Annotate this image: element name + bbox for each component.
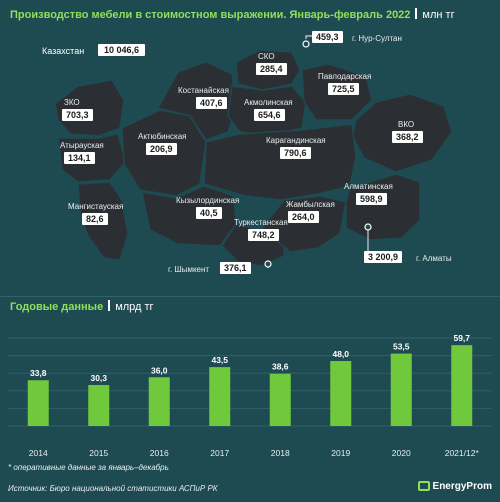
region-name-kyzylorda: Кызылординская [176, 196, 240, 205]
region-name-atyrau: Атырауская [60, 141, 104, 150]
x-tick-label: 2014 [29, 448, 48, 458]
region-value-akmola: 654,6 [254, 109, 285, 121]
annual-title-divider [108, 300, 111, 311]
bar-2016 [148, 377, 170, 426]
city-dots [264, 40, 372, 268]
bar-2021/12* [451, 345, 473, 426]
region-shape-karaganda [203, 123, 357, 201]
region-value-zko: 703,3 [62, 109, 93, 121]
city-name-shymkent: г. Шымкент [168, 265, 210, 274]
bar-value-label: 59,7 [453, 333, 470, 343]
region-value-pavlodar: 725,5 [328, 83, 359, 95]
title-text: Производство мебели в стоимостном выраже… [10, 9, 411, 21]
bar-value-label: 36,0 [151, 365, 168, 375]
chart-x-tick-labels: 2014 2015 2016 2017 2018 2019 2020 2021/12* [29, 448, 480, 458]
bar-2014 [27, 380, 49, 426]
region-name-aktobe: Актюбинская [138, 132, 187, 141]
region-value-kostanay: 407,6 [196, 97, 227, 109]
city-value-shymkent: 376,1 [220, 262, 251, 274]
title-divider [415, 8, 418, 19]
city-dot-nur-sultan [302, 40, 310, 48]
bar-value-label: 38,6 [272, 362, 289, 372]
x-tick-label: 2018 [271, 448, 290, 458]
region-value-kyzylorda: 40,5 [196, 207, 222, 219]
bar-2015 [88, 384, 110, 426]
city-name-nur-sultan: г. Нур-Султан [352, 34, 402, 43]
page-title: Производство мебели в стоимостном выраже… [10, 8, 455, 21]
annual-bar-chart: 33,8 30,336,043,538,648,053,559,7 2014 201… [8, 333, 492, 458]
bar-value-label: 30,3 [90, 373, 107, 383]
chart-value-labels: 33,8 30,3 36,0 43,5 38,6 48,0 53,5 59,7 [30, 333, 470, 383]
region-value-karaganda: 790,6 [280, 147, 311, 159]
footnote: * оперативные данные за январь–декабрь [8, 463, 169, 472]
map-regions [54, 49, 453, 267]
city-name-almaty: г. Алматы [416, 254, 452, 263]
bar-2020 [390, 353, 412, 426]
kazakhstan-map: Казахстан 10 046,6 ЗКО 703,3 Атырауская … [0, 24, 500, 294]
brand-name: EnergyProm [432, 481, 492, 492]
x-tick-label: 2016 [150, 448, 169, 458]
region-name-zko: ЗКО [64, 98, 80, 107]
region-name-kostanay: Костанайская [178, 86, 229, 95]
city-dot-almaty [364, 223, 372, 231]
title-unit: млн тг [422, 9, 455, 21]
annual-section-title: Годовые данные млрд тг [10, 300, 154, 313]
region-value-vko: 368,2 [392, 131, 423, 143]
region-value-zhambyl: 264,0 [288, 211, 319, 223]
region-name-zhambyl: Жамбылская [286, 200, 335, 209]
region-value-atyrau: 134,1 [64, 152, 95, 164]
x-tick-label: 2015 [89, 448, 108, 458]
bar-value-label: 33,8 [30, 368, 47, 378]
region-name-vko: ВКО [398, 120, 415, 129]
region-value-almaty-obl: 598,9 [356, 193, 387, 205]
region-shape-almaty-obl [345, 173, 421, 241]
region-shape-kyzylorda [141, 185, 237, 247]
map-svg [54, 35, 453, 268]
region-shape-zko [54, 79, 125, 137]
section-divider [0, 296, 500, 297]
region-value-sko: 285,4 [256, 63, 287, 75]
city-dot-shymkent [264, 260, 272, 268]
bar-value-label: 43,5 [211, 355, 228, 365]
bar-2017 [209, 367, 231, 426]
country-name: Казахстан [42, 46, 85, 56]
x-tick-label: 2019 [331, 448, 350, 458]
bar-2019 [330, 361, 352, 426]
annual-title-unit: млрд тг [115, 301, 154, 313]
annual-title-text: Годовые данные [10, 301, 104, 313]
region-name-mangistau: Мангистауская [68, 202, 124, 211]
region-name-pavlodar: Павлодарская [318, 72, 372, 81]
chart-gridlines [8, 337, 492, 427]
region-name-sko: СКО [258, 52, 275, 61]
x-tick-label: 2020 [392, 448, 411, 458]
source-note: Источник: Бюро национальной статистики А… [8, 484, 218, 493]
region-name-almaty-obl: Алматинская [344, 182, 393, 191]
bar-2018 [269, 373, 291, 426]
region-name-akmola: Акмолинская [244, 98, 293, 107]
brand-mark-icon [417, 481, 430, 491]
region-name-turkestan: Туркестанская [234, 218, 288, 227]
brand-logo: EnergyProm [417, 481, 492, 492]
region-value-aktobe: 206,9 [146, 143, 177, 155]
region-value-mangistau: 82,6 [82, 213, 108, 225]
city-value-nur-sultan: 459,3 [312, 31, 343, 43]
region-name-karaganda: Карагандинская [266, 136, 326, 145]
bar-value-label: 53,5 [393, 342, 410, 352]
bar-value-label: 48,0 [332, 349, 349, 359]
chart-bars [27, 345, 473, 426]
x-tick-label: 2017 [210, 448, 229, 458]
city-value-almaty: 3 200,9 [364, 251, 403, 263]
country-value: 10 046,6 [98, 44, 146, 56]
x-tick-label: 2021/12* [445, 448, 480, 458]
region-value-turkestan: 748,2 [248, 229, 279, 241]
